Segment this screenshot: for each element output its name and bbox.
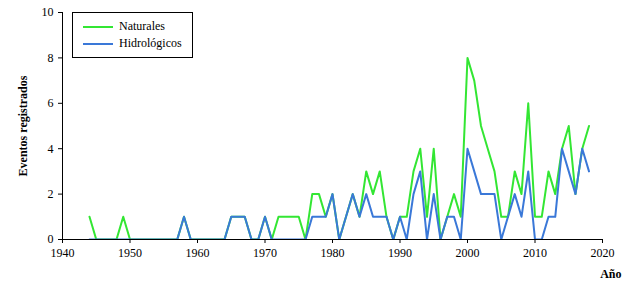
svg-text:0: 0 <box>48 232 54 246</box>
svg-text:Eventos registrados: Eventos registrados <box>16 75 30 176</box>
svg-text:1990: 1990 <box>388 246 412 260</box>
svg-text:4: 4 <box>48 142 54 156</box>
svg-text:1950: 1950 <box>118 246 142 260</box>
svg-text:2010: 2010 <box>523 246 547 260</box>
html-text:Naturales: Naturales <box>119 19 165 33</box>
svg-text:6: 6 <box>48 96 54 110</box>
svg-text:Año: Año <box>600 267 621 281</box>
html-text:Hidrológicos: Hidrológicos <box>119 36 182 50</box>
svg-text:1980: 1980 <box>321 246 345 260</box>
svg-text:8: 8 <box>48 51 54 65</box>
svg-text:1970: 1970 <box>253 246 277 260</box>
svg-text:1940: 1940 <box>51 246 75 260</box>
svg-text:2000: 2000 <box>456 246 480 260</box>
svg-text:2: 2 <box>48 187 54 201</box>
svg-text:10: 10 <box>42 5 54 19</box>
svg-text:2020: 2020 <box>591 246 615 260</box>
svg-text:1960: 1960 <box>186 246 210 260</box>
